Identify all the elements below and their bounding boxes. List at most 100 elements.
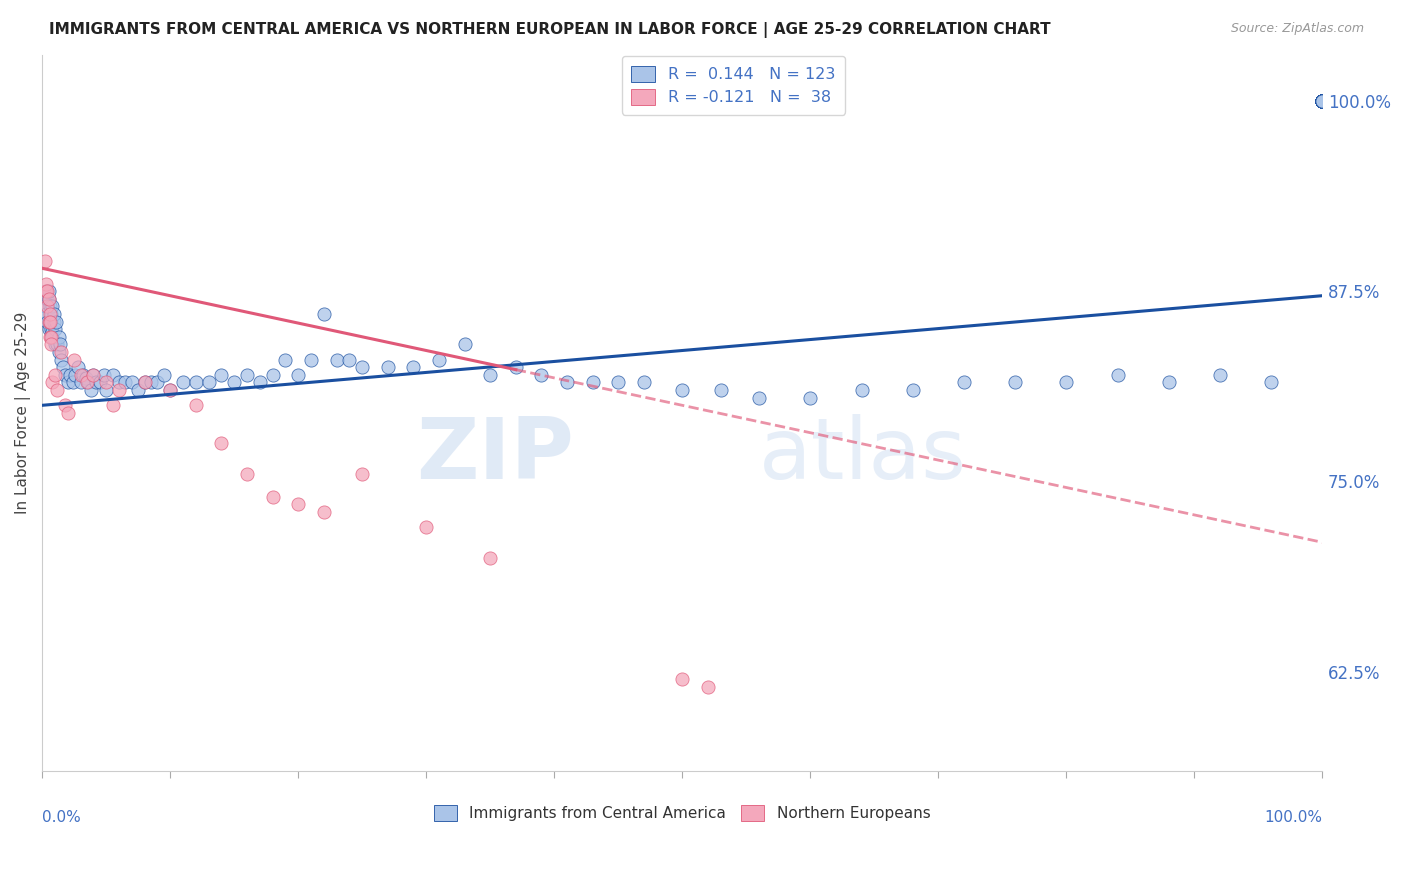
Point [1312,94,1334,108]
Point [93,368,115,382]
Point [53,368,76,382]
Point [56,406,79,420]
Point [42,307,65,321]
Point [1157,376,1180,390]
Point [415,520,437,534]
Point [69,376,91,390]
Point [287,497,309,511]
Point [1312,94,1334,108]
Point [1312,94,1334,108]
Point [44,337,66,351]
Point [633,376,655,390]
Point [121,376,143,390]
Point [38,330,60,344]
Point [39,330,62,344]
Point [65,368,87,382]
Point [1312,94,1334,108]
Point [146,376,169,390]
Point [41,325,63,339]
Point [34,253,56,268]
Point [1312,94,1334,108]
Point [139,376,162,390]
Legend: R =  0.144   N = 123, R = -0.121   N =  38: R = 0.144 N = 123, R = -0.121 N = 38 [621,56,845,115]
Point [1312,94,1334,108]
Point [197,376,219,390]
Point [1312,94,1334,108]
Point [82,368,104,382]
Point [82,368,104,382]
Text: IMMIGRANTS FROM CENTRAL AMERICA VS NORTHERN EUROPEAN IN LABOR FORCE | AGE 25-29 : IMMIGRANTS FROM CENTRAL AMERICA VS NORTH… [49,22,1050,38]
Point [38,307,60,321]
Point [35,284,58,298]
Point [555,376,578,390]
Point [75,371,97,385]
Point [249,376,271,390]
Point [114,376,136,390]
Point [1312,94,1334,108]
Point [42,315,65,329]
Text: atlas: atlas [759,415,967,498]
Text: 100.0%: 100.0% [1264,810,1323,825]
Point [39,315,62,329]
Point [710,383,733,397]
Point [402,360,425,375]
Point [37,315,59,329]
Point [34,299,56,313]
Point [1312,94,1334,108]
Point [184,398,207,412]
Text: ZIP: ZIP [416,415,574,498]
Point [49,337,72,351]
Point [1260,376,1282,390]
Point [46,337,69,351]
Point [48,330,70,344]
Point [52,360,75,375]
Point [287,368,309,382]
Point [37,284,59,298]
Point [1312,94,1334,108]
Point [352,467,374,481]
Point [37,292,59,306]
Point [38,299,60,313]
Point [35,307,58,321]
Point [38,315,60,329]
Point [159,383,181,397]
Point [236,368,259,382]
Point [45,315,67,329]
Point [41,330,63,344]
Point [38,322,60,336]
Point [1209,368,1232,382]
Point [101,368,124,382]
Point [72,368,94,382]
Point [607,376,630,390]
Text: 0.0%: 0.0% [42,810,82,825]
Point [1312,94,1334,108]
Point [1312,94,1334,108]
Point [66,360,89,375]
Point [94,376,117,390]
Point [38,292,60,306]
Point [35,284,58,298]
Point [44,322,66,336]
Point [38,292,60,306]
Point [1312,94,1334,108]
Point [352,360,374,375]
Point [1312,94,1334,108]
Point [1312,94,1334,108]
Point [38,315,60,329]
Point [1312,94,1334,108]
Point [262,490,284,504]
Point [312,307,335,321]
Point [51,352,73,367]
Point [184,376,207,390]
Point [1312,94,1334,108]
Point [1312,94,1334,108]
Point [325,352,347,367]
Point [453,337,475,351]
Point [89,376,111,390]
Point [127,383,149,397]
Point [901,383,924,397]
Point [44,368,66,382]
Point [62,376,84,390]
Point [262,368,284,382]
Point [1312,94,1334,108]
